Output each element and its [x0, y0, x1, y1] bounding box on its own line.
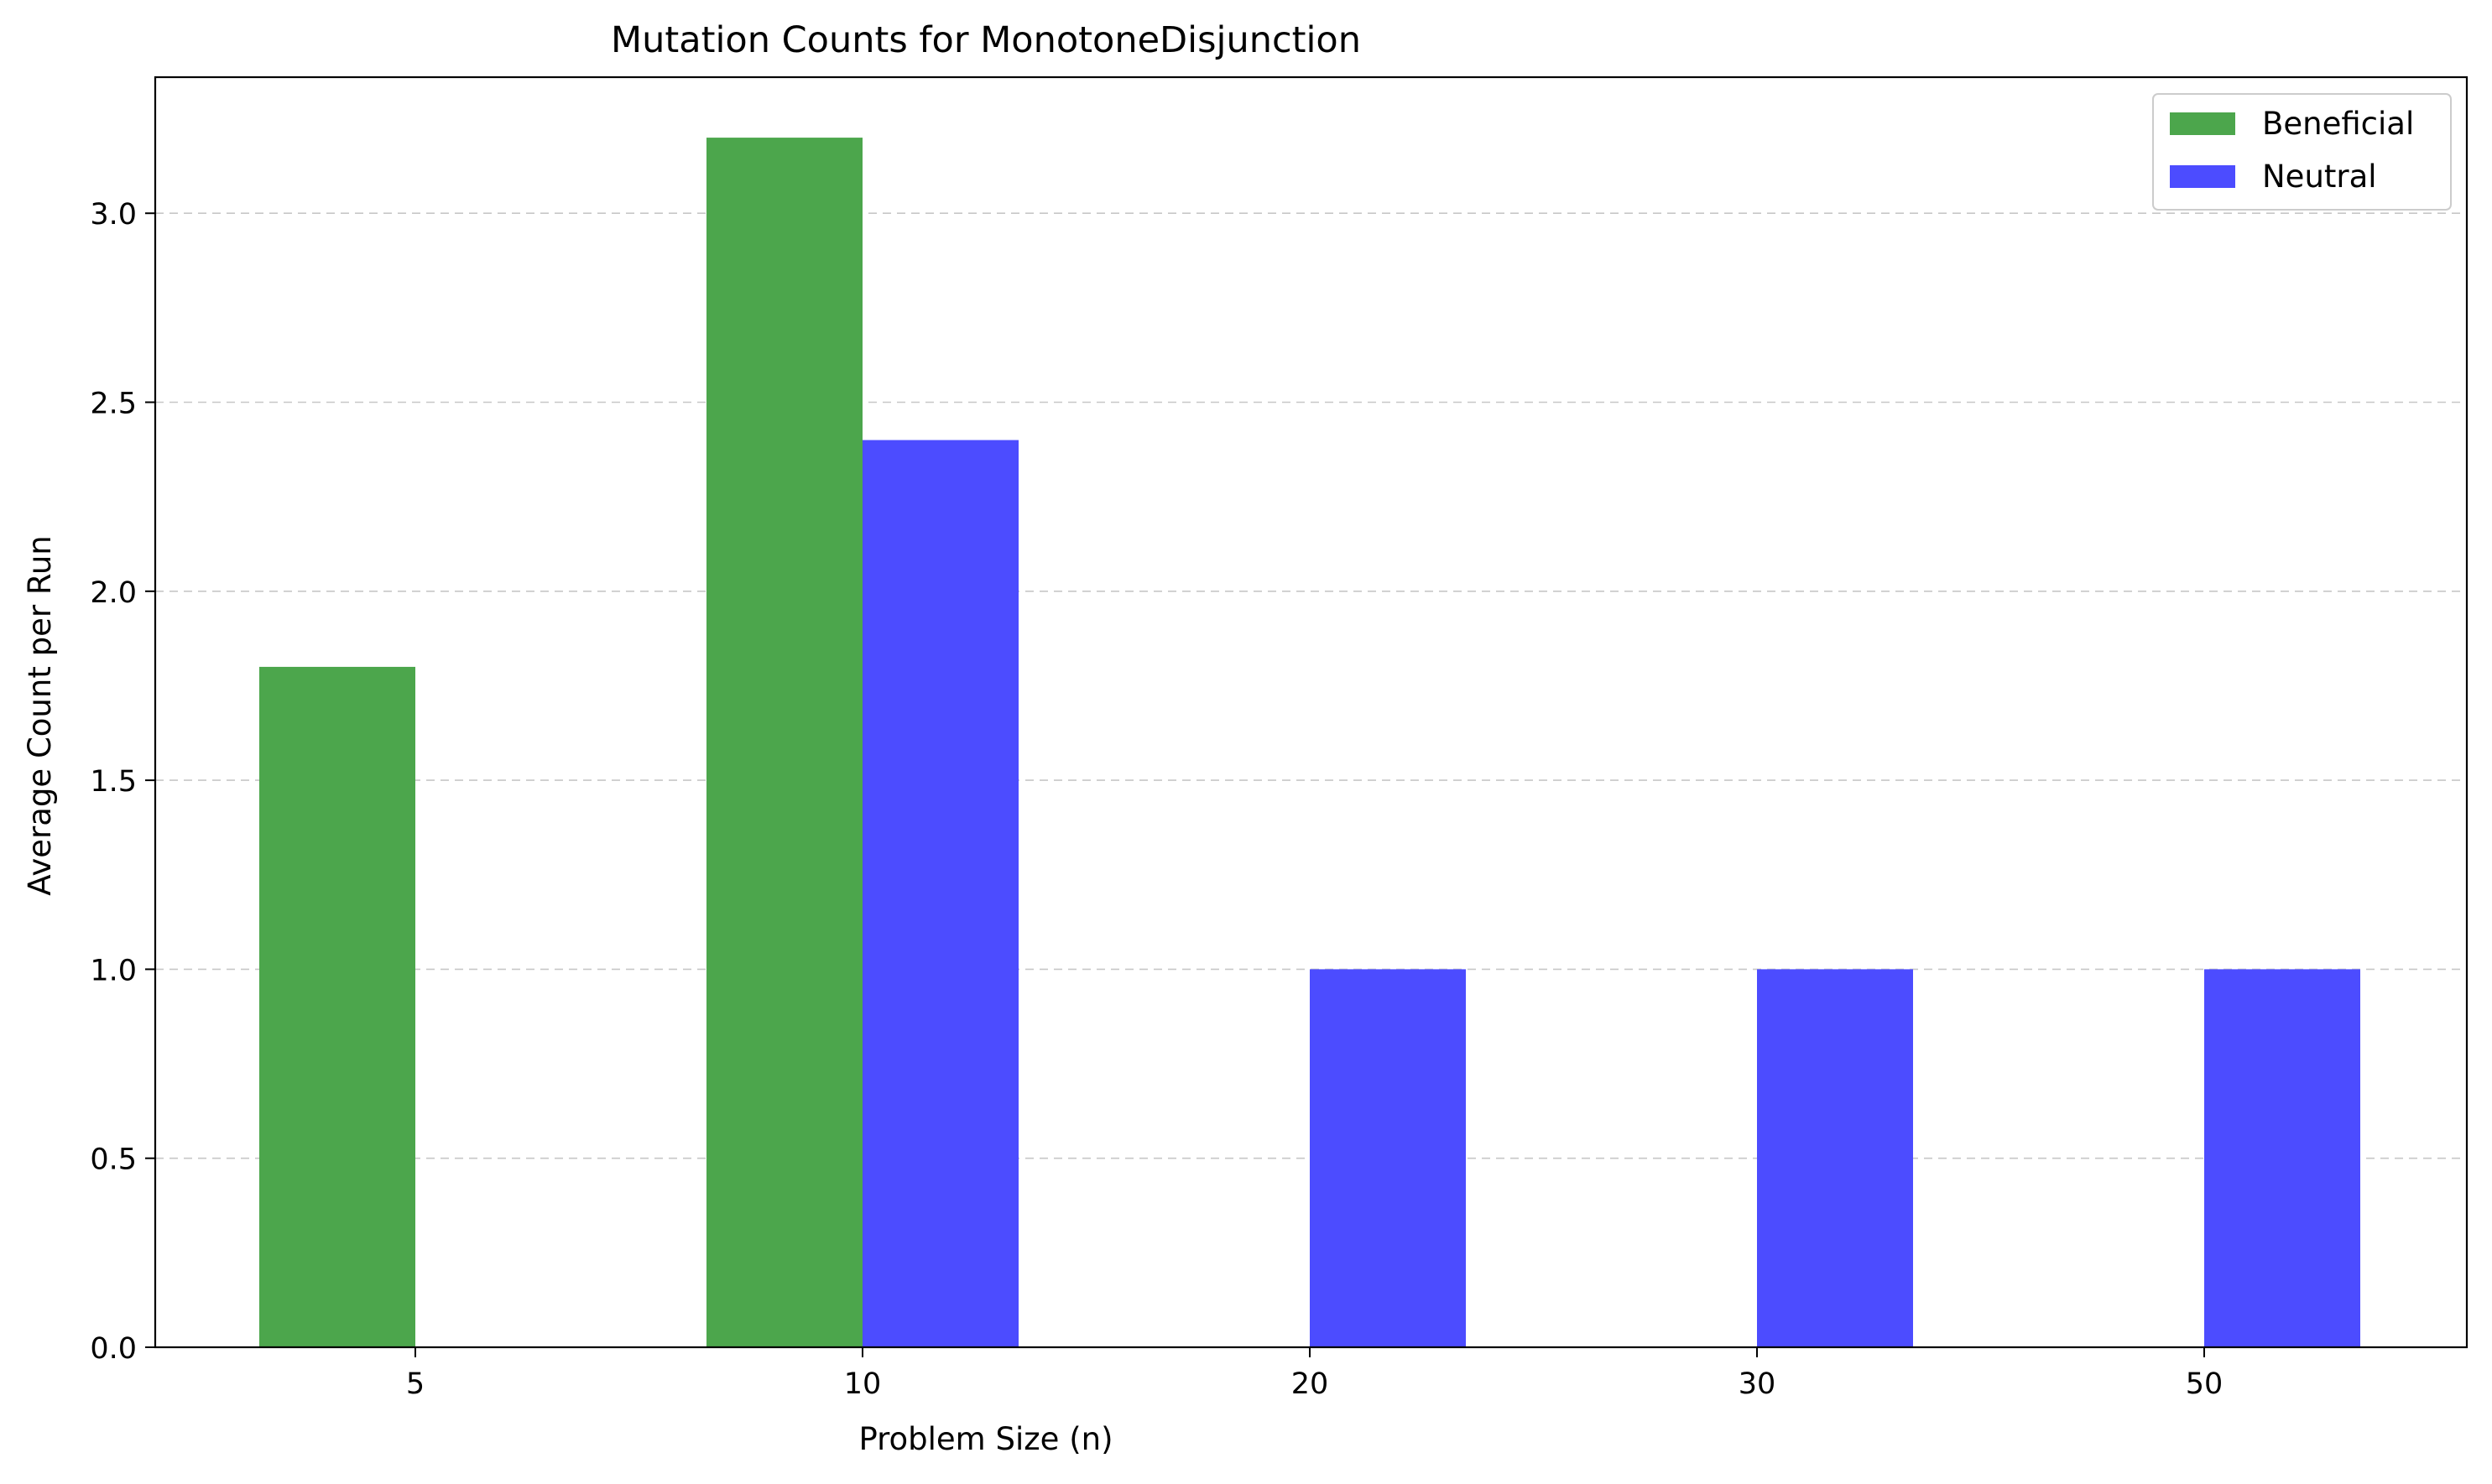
y-tick-label: 0.5 — [90, 1143, 137, 1177]
y-tick-label: 2.5 — [90, 388, 137, 421]
x-tick-label: 50 — [2186, 1367, 2224, 1401]
legend-label-beneficial: Beneficial — [2262, 106, 2414, 142]
bar-beneficial-5 — [259, 666, 415, 1347]
bar-neutral-50 — [2204, 969, 2360, 1347]
y-tick-label: 2.0 — [90, 576, 137, 610]
legend-swatch-beneficial — [2170, 112, 2235, 135]
legend-swatch-neutral — [2170, 165, 2235, 188]
y-tick-label: 3.0 — [90, 198, 137, 232]
x-tick-label: 5 — [406, 1367, 425, 1401]
y-tick-label: 1.5 — [90, 765, 137, 799]
y-tick-label: 0.0 — [90, 1332, 137, 1366]
x-tick-label: 30 — [1739, 1367, 1776, 1401]
plot-frame — [154, 76, 2469, 1349]
y-axis-label: Average Count per Run — [22, 535, 58, 896]
x-axis-ticks: 5 10 20 30 50 — [406, 1347, 2223, 1401]
bar-neutral-10 — [863, 440, 1019, 1347]
x-tick-label: 10 — [844, 1367, 882, 1401]
legend: Beneficial Neutral — [2152, 93, 2452, 211]
bar-neutral-30 — [1757, 969, 1913, 1347]
y-axis-ticks: 0.0 0.5 1.0 1.5 2.0 2.5 3.0 — [90, 198, 155, 1366]
bar-beneficial-10 — [706, 138, 863, 1348]
bar-neutral-20 — [1310, 969, 1466, 1347]
chart-title: Mutation Counts for MonotoneDisjunction — [611, 19, 1361, 61]
y-tick-label: 1.0 — [90, 954, 137, 987]
x-tick-label: 20 — [1291, 1367, 1329, 1401]
legend-label-neutral: Neutral — [2262, 159, 2377, 195]
bars — [259, 138, 2360, 1348]
x-axis-label: Problem Size (n) — [858, 1421, 1113, 1457]
